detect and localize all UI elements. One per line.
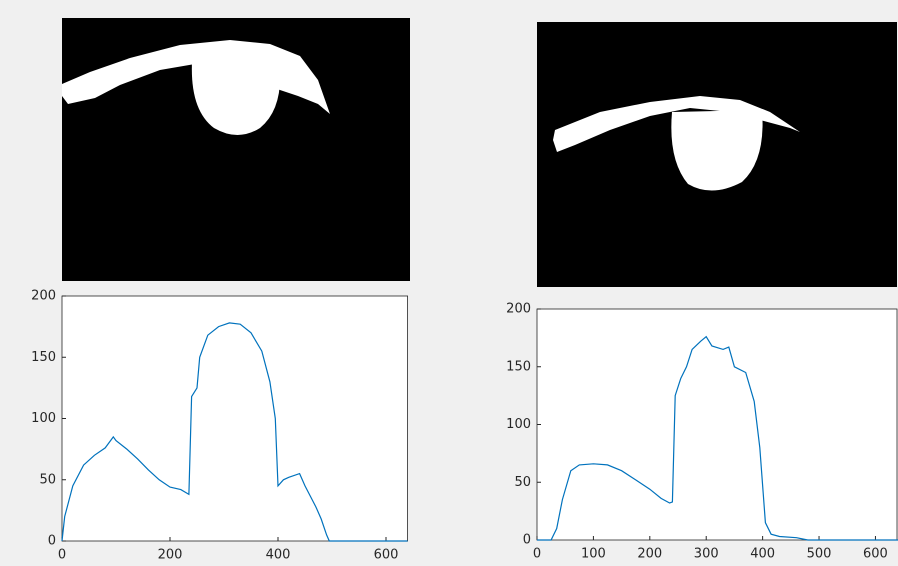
x-tick-label: 300: [694, 547, 719, 562]
x-tick-label: 200: [637, 547, 662, 562]
x-tick-label: 100: [581, 547, 606, 562]
x-tick-label: 600: [863, 547, 888, 562]
figure: 0 50 100 150 200 0 200 400 600 0 50 100 150 200 0 100 20…: [0, 0, 898, 566]
image-right: [537, 22, 897, 287]
plot-area: [62, 296, 408, 541]
y-tick-label: 150: [506, 359, 531, 374]
y-tick-label: 0: [48, 534, 56, 549]
x-tick-label: 0: [533, 547, 541, 562]
y-tick-label: 200: [506, 302, 531, 317]
y-tick-label: 50: [39, 472, 56, 487]
x-tick-label: 200: [158, 548, 183, 563]
x-tick-label: 400: [750, 547, 775, 562]
x-tick-label: 400: [266, 548, 291, 563]
plot-area: [537, 309, 897, 540]
x-tick-label: 500: [807, 547, 832, 562]
y-tick-label: 0: [523, 533, 531, 548]
image-left: [62, 18, 410, 281]
y-tick-label: 100: [506, 417, 531, 432]
y-tick-label: 200: [31, 289, 56, 304]
y-tick-label: 100: [31, 411, 56, 426]
x-tick-label: 600: [374, 548, 399, 563]
y-tick-label: 50: [514, 475, 531, 490]
x-tick-label: 0: [58, 548, 66, 563]
y-tick-label: 150: [31, 350, 56, 365]
